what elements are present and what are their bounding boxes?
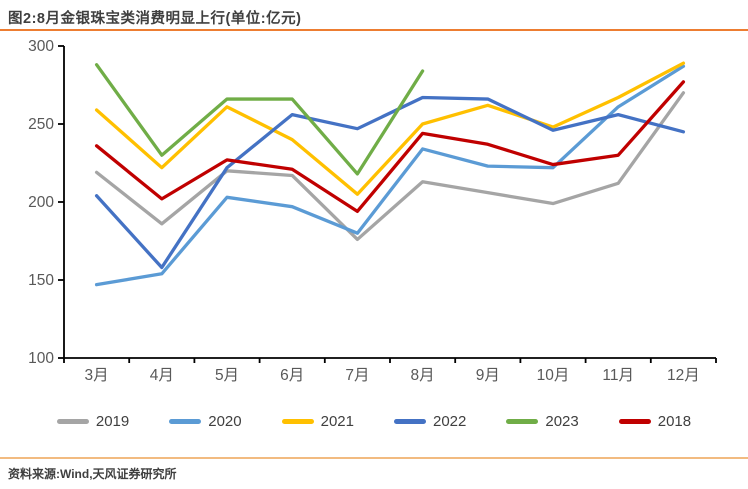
line-chart: 100 150 200 250 300 3月 4月 5月 6月 7月 8月 9月 10月 11月 12月 bbox=[28, 38, 717, 384]
legend-swatch-2021 bbox=[281, 419, 314, 424]
chart-legend: 2019 2020 2021 2022 2023 2018 bbox=[0, 413, 748, 430]
x-tick-label: 8月 bbox=[411, 367, 435, 384]
y-tick-label: 200 bbox=[28, 194, 54, 211]
series-line-2018 bbox=[94, 80, 686, 214]
legend-swatch-2022 bbox=[394, 419, 426, 424]
x-tick-label: 12月 bbox=[667, 367, 700, 384]
legend-item-2020: 2020 bbox=[169, 413, 242, 430]
legend-swatch-2018 bbox=[618, 419, 651, 424]
legend-label: 2020 bbox=[208, 413, 242, 430]
series-line-2019 bbox=[94, 91, 686, 242]
y-tick-label: 300 bbox=[28, 38, 54, 55]
legend-label: 2022 bbox=[433, 413, 467, 430]
x-tick-label: 9月 bbox=[476, 367, 500, 384]
legend-item-2023: 2023 bbox=[506, 413, 579, 430]
title-underline bbox=[0, 29, 748, 31]
legend-item-2021: 2021 bbox=[281, 413, 354, 430]
legend-label: 2019 bbox=[95, 413, 130, 430]
x-tick-label: 5月 bbox=[215, 367, 239, 384]
y-tick-label: 250 bbox=[28, 116, 54, 133]
series-line-2022 bbox=[94, 95, 686, 270]
axis-lines bbox=[63, 46, 716, 359]
x-tick-label: 7月 bbox=[345, 367, 369, 384]
y-tick-label: 100 bbox=[28, 350, 54, 367]
legend-label: 2021 bbox=[320, 413, 354, 430]
x-tick-label: 10月 bbox=[537, 367, 570, 384]
legend-item-2019: 2019 bbox=[56, 413, 130, 430]
chart-title: 图2:8月金银珠宝类消费明显上行(单位:亿元) bbox=[8, 11, 302, 27]
legend-swatch-2019 bbox=[56, 419, 89, 424]
x-tick-label: 3月 bbox=[85, 367, 109, 384]
x-tick-label: 6月 bbox=[280, 367, 304, 384]
legend-item-2018: 2018 bbox=[618, 413, 692, 430]
series-line-2023 bbox=[94, 63, 425, 176]
legend-swatch-2023 bbox=[506, 419, 539, 424]
legend-label: 2018 bbox=[657, 413, 692, 430]
footer-divider bbox=[0, 457, 748, 459]
x-tick-label: 11月 bbox=[602, 367, 634, 384]
series-line-2020 bbox=[94, 64, 686, 287]
legend-label: 2023 bbox=[545, 413, 579, 430]
y-tick-label: 150 bbox=[28, 272, 54, 289]
x-tick-label: 4月 bbox=[150, 367, 174, 384]
legend-item-2022: 2022 bbox=[394, 413, 466, 430]
series-line-2021 bbox=[94, 61, 686, 196]
source-note: 资料来源:Wind,天风证券研究所 bbox=[8, 467, 177, 481]
legend-swatch-2020 bbox=[169, 419, 202, 424]
